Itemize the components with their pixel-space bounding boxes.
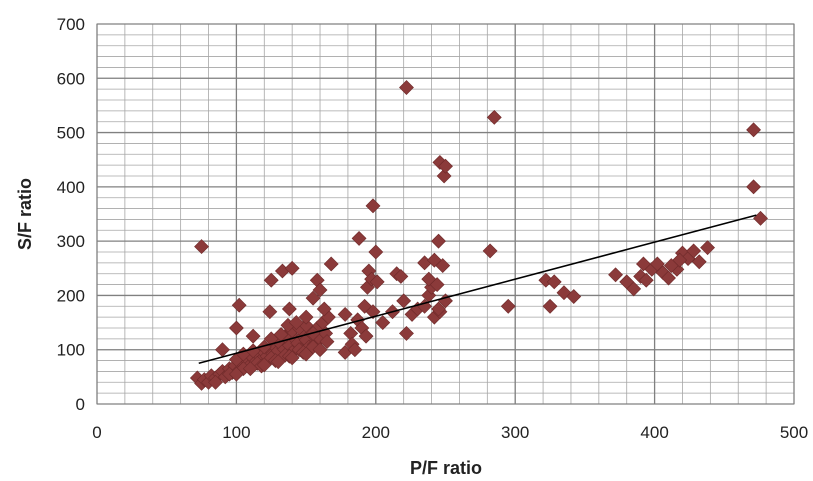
data-point [245, 328, 261, 344]
data-point [312, 342, 328, 358]
data-point [263, 272, 279, 288]
data-point [284, 350, 300, 366]
data-point [426, 252, 442, 268]
data-point [375, 315, 391, 330]
data-point [358, 328, 374, 344]
data-point [242, 361, 258, 377]
trend-line [198, 214, 757, 365]
data-point [393, 269, 409, 284]
y-tick-label: 700 [57, 15, 85, 34]
data-point [351, 231, 367, 246]
data-point [365, 304, 381, 320]
data-point [298, 346, 314, 362]
data-point [347, 342, 363, 358]
x-tick-label: 400 [640, 423, 668, 442]
data-point [399, 80, 414, 95]
x-tick-label: 200 [362, 423, 390, 442]
data-point [316, 301, 332, 317]
data-point [431, 301, 446, 317]
data-point [208, 374, 223, 390]
y-tick-label: 100 [57, 341, 85, 360]
y-tick-label: 200 [57, 286, 85, 305]
data-point [686, 243, 702, 259]
data-point [368, 244, 384, 260]
data-point [672, 252, 688, 268]
data-point [194, 239, 209, 254]
data-point [542, 298, 558, 314]
x-tick-label: 300 [501, 423, 529, 442]
plot-area-frame [96, 23, 795, 405]
y-tick-label: 500 [57, 124, 85, 143]
data-point [566, 289, 582, 304]
data-point [746, 122, 761, 138]
data-point [262, 304, 278, 320]
data-point [396, 293, 412, 309]
x-tick-label: 0 [92, 423, 101, 442]
data-point [319, 334, 335, 349]
y-axis-title: S/F ratio [15, 178, 35, 250]
data-point [546, 274, 562, 290]
data-point [270, 354, 286, 370]
y-axis-tick-labels: 0 100 200 300 400 500 600 700 [57, 15, 85, 414]
data-point [228, 366, 244, 382]
data-point [436, 168, 452, 184]
data-point [399, 326, 414, 341]
data-point [700, 240, 715, 256]
data-point [298, 309, 314, 325]
data-point [482, 243, 498, 259]
x-tick-label: 500 [780, 423, 808, 442]
y-tick-label: 600 [57, 69, 85, 88]
data-point [438, 158, 453, 174]
data-point [421, 271, 437, 287]
data-point [231, 297, 247, 313]
data-point [431, 233, 446, 249]
data-point [638, 272, 654, 288]
data-point [626, 281, 642, 297]
data-point [691, 254, 707, 270]
data-point [365, 198, 381, 214]
y-tick-label: 0 [76, 395, 85, 414]
data-point [636, 256, 651, 272]
data-point [337, 307, 353, 322]
data-point [305, 290, 321, 306]
x-axis-tick-labels: 0 100 200 300 400 500 [92, 423, 808, 442]
data-point [256, 357, 272, 373]
data-point [500, 298, 516, 314]
y-tick-label: 400 [57, 178, 85, 197]
data-point [228, 320, 244, 336]
data-point [288, 315, 304, 330]
data-point [312, 282, 328, 298]
data-point [746, 179, 761, 195]
data-point [608, 267, 623, 283]
y-tick-label: 300 [57, 232, 85, 251]
data-point [323, 256, 339, 272]
data-point [486, 109, 502, 125]
data-point [281, 301, 297, 317]
x-tick-label: 100 [222, 423, 250, 442]
data-point [661, 270, 676, 286]
x-axis-title: P/F ratio [410, 458, 482, 478]
data-point [369, 274, 385, 290]
data-point [284, 260, 300, 276]
